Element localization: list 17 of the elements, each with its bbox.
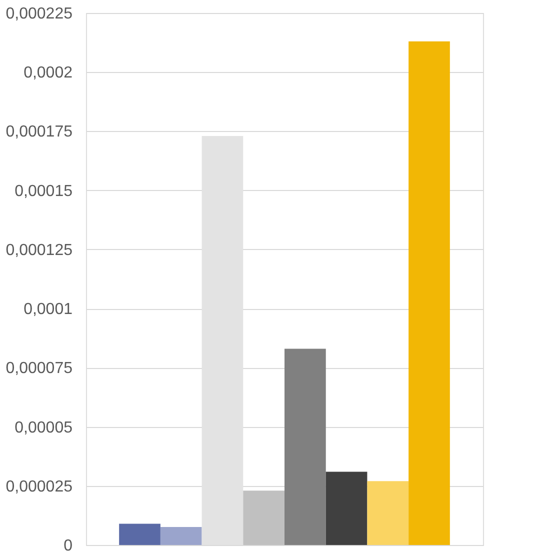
bar [243, 490, 284, 545]
y-tick-label: 0,000225 [6, 6, 73, 22]
bar [284, 348, 326, 545]
y-tick-label: 0 [64, 538, 73, 553]
bar [160, 527, 202, 545]
y-tick-label: 0,0001 [24, 301, 73, 318]
y-tick-label: 0,000125 [6, 242, 73, 259]
bar [367, 481, 409, 545]
y-tick-label: 0,000025 [6, 478, 73, 496]
bar [326, 472, 368, 545]
y-tick-label: 0,000175 [6, 124, 73, 141]
y-tick-label: 0,00015 [14, 182, 73, 200]
bar [408, 41, 450, 545]
y-tick-label: 0,0002 [24, 64, 73, 82]
y-tick-label: 0,000075 [6, 360, 73, 378]
bar [119, 524, 160, 545]
y-tick-label: 0,00005 [14, 419, 73, 436]
